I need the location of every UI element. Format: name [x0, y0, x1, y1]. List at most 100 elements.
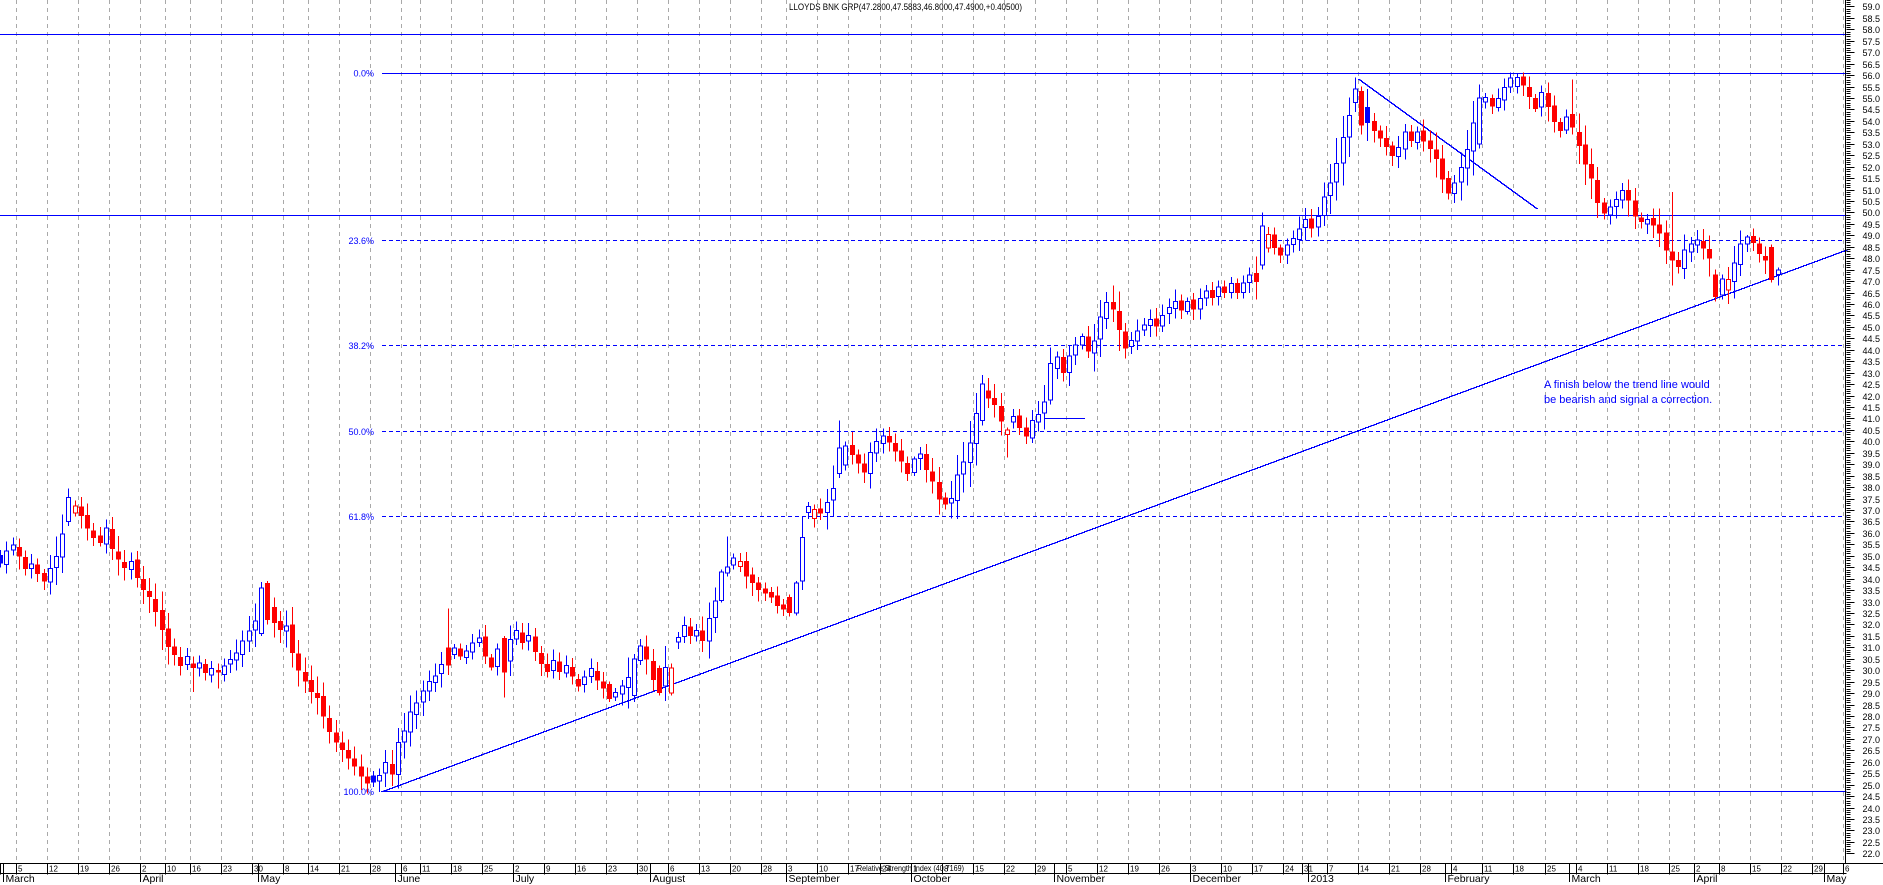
svg-text:14: 14 — [310, 865, 319, 874]
svg-text:October: October — [914, 873, 952, 885]
svg-text:50.0: 50.0 — [1863, 208, 1881, 218]
svg-text:23.5: 23.5 — [1863, 815, 1881, 825]
svg-text:2: 2 — [1696, 865, 1701, 874]
svg-text:30: 30 — [639, 865, 648, 874]
svg-text:26.0: 26.0 — [1863, 758, 1881, 768]
svg-text:49.5: 49.5 — [1863, 220, 1881, 230]
svg-text:100.0%: 100.0% — [343, 787, 374, 797]
svg-text:33.0: 33.0 — [1863, 598, 1881, 608]
svg-text:61.8%: 61.8% — [348, 512, 374, 522]
svg-text:3: 3 — [1192, 865, 1197, 874]
svg-text:2: 2 — [142, 865, 147, 874]
svg-text:46.0: 46.0 — [1863, 300, 1881, 310]
svg-text:38.2%: 38.2% — [348, 341, 374, 351]
svg-text:30.5: 30.5 — [1863, 655, 1881, 665]
svg-text:59.0: 59.0 — [1863, 2, 1881, 12]
svg-text:12: 12 — [1099, 865, 1108, 874]
svg-text:25.0: 25.0 — [1863, 781, 1881, 791]
svg-text:21: 21 — [341, 865, 350, 874]
svg-text:22: 22 — [1006, 865, 1015, 874]
svg-text:39.0: 39.0 — [1863, 460, 1881, 470]
svg-text:14: 14 — [1360, 865, 1369, 874]
svg-text:5: 5 — [1068, 865, 1073, 874]
svg-text:May: May — [1827, 873, 1848, 885]
svg-text:32.5: 32.5 — [1863, 609, 1881, 619]
svg-text:35.5: 35.5 — [1863, 540, 1881, 550]
svg-text:4: 4 — [1578, 865, 1583, 874]
svg-text:55.0: 55.0 — [1863, 94, 1881, 104]
svg-text:17: 17 — [1254, 865, 1263, 874]
svg-text:25: 25 — [484, 865, 493, 874]
svg-text:47.5: 47.5 — [1863, 266, 1881, 276]
svg-text:42.0: 42.0 — [1863, 392, 1881, 402]
svg-text:40.0: 40.0 — [1863, 437, 1881, 447]
svg-text:25: 25 — [1671, 865, 1680, 874]
svg-text:24.5: 24.5 — [1863, 792, 1881, 802]
svg-text:11: 11 — [1609, 865, 1618, 874]
svg-text:51.5: 51.5 — [1863, 174, 1881, 184]
svg-text:48.5: 48.5 — [1863, 243, 1881, 253]
svg-text:11: 11 — [422, 865, 431, 874]
svg-text:5: 5 — [18, 865, 23, 874]
svg-text:33.5: 33.5 — [1863, 586, 1881, 596]
svg-text:February: February — [1448, 873, 1491, 885]
svg-text:31: 31 — [1304, 865, 1313, 874]
svg-text:38.0: 38.0 — [1863, 483, 1881, 493]
svg-text:57.5: 57.5 — [1863, 37, 1881, 47]
svg-text:49.0: 49.0 — [1863, 231, 1881, 241]
svg-text:March: March — [1572, 873, 1601, 885]
svg-text:6: 6 — [1845, 865, 1850, 874]
svg-text:23: 23 — [223, 865, 232, 874]
svg-text:July: July — [516, 873, 535, 885]
svg-text:30.0: 30.0 — [1863, 666, 1881, 676]
svg-text:56.5: 56.5 — [1863, 60, 1881, 70]
svg-text:19: 19 — [1130, 865, 1139, 874]
svg-text:57.0: 57.0 — [1863, 48, 1881, 58]
svg-text:A finish below the trend line: A finish below the trend line would — [1544, 379, 1710, 391]
svg-text:43.0: 43.0 — [1863, 369, 1881, 379]
svg-text:34.0: 34.0 — [1863, 575, 1881, 585]
svg-text:8: 8 — [944, 865, 949, 874]
svg-text:27.5: 27.5 — [1863, 723, 1881, 733]
svg-text:45.5: 45.5 — [1863, 311, 1881, 321]
svg-text:36.0: 36.0 — [1863, 529, 1881, 539]
svg-text:45.0: 45.0 — [1863, 323, 1881, 333]
svg-text:54.5: 54.5 — [1863, 105, 1881, 115]
svg-text:11: 11 — [1484, 865, 1493, 874]
svg-text:18: 18 — [1515, 865, 1524, 874]
svg-text:29.0: 29.0 — [1863, 689, 1881, 699]
svg-text:52.5: 52.5 — [1863, 151, 1881, 161]
svg-text:20: 20 — [732, 865, 741, 874]
svg-text:19: 19 — [80, 865, 89, 874]
svg-text:September: September — [789, 873, 841, 885]
svg-text:26.5: 26.5 — [1863, 746, 1881, 756]
svg-text:23.6%: 23.6% — [348, 236, 374, 246]
svg-text:51.0: 51.0 — [1863, 186, 1881, 196]
svg-text:June: June — [398, 873, 421, 885]
svg-text:22.5: 22.5 — [1863, 838, 1881, 848]
svg-text:36.5: 36.5 — [1863, 517, 1881, 527]
svg-text:28.5: 28.5 — [1863, 701, 1881, 711]
svg-text:50.0%: 50.0% — [348, 427, 374, 437]
svg-text:56.0: 56.0 — [1863, 71, 1881, 81]
svg-text:27.0: 27.0 — [1863, 735, 1881, 745]
svg-text:23: 23 — [608, 865, 617, 874]
svg-text:28: 28 — [1422, 865, 1431, 874]
svg-text:8: 8 — [1721, 865, 1726, 874]
svg-text:10: 10 — [167, 865, 176, 874]
svg-text:29: 29 — [1814, 865, 1823, 874]
svg-text:16: 16 — [577, 865, 586, 874]
svg-text:24.0: 24.0 — [1863, 804, 1881, 814]
svg-text:50.5: 50.5 — [1863, 197, 1881, 207]
svg-text:41.5: 41.5 — [1863, 403, 1881, 413]
svg-text:1: 1 — [913, 865, 918, 874]
svg-text:16: 16 — [192, 865, 201, 874]
svg-text:43.5: 43.5 — [1863, 357, 1881, 367]
svg-text:7: 7 — [1329, 865, 1334, 874]
svg-text:29: 29 — [1037, 865, 1046, 874]
svg-text:0.0%: 0.0% — [353, 69, 374, 79]
svg-text:54.0: 54.0 — [1863, 117, 1881, 127]
svg-text:22: 22 — [1783, 865, 1792, 874]
svg-text:34.5: 34.5 — [1863, 563, 1881, 573]
svg-text:38.5: 38.5 — [1863, 472, 1881, 482]
